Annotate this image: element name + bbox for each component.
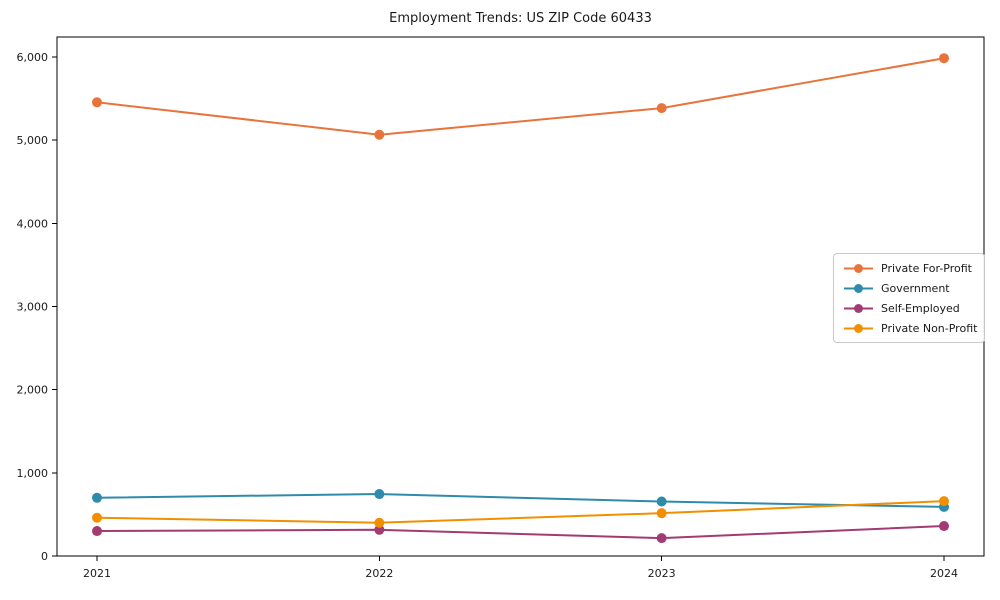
- data-point: [939, 53, 949, 64]
- data-point: [939, 521, 949, 532]
- legend-line-marker-icon: [844, 303, 873, 313]
- legend-label: Government: [881, 281, 950, 295]
- legend-item-private-non-profit: Private Non-Profit: [843, 322, 978, 335]
- legend-label: Private For-Profit: [881, 261, 972, 275]
- series-private-non-profit: [92, 496, 949, 528]
- y-tick-label: 3,000: [17, 300, 49, 313]
- x-tick-label: 2023: [648, 567, 676, 580]
- legend-item-government: Government: [843, 282, 978, 295]
- chart-legend: Private For-Profit Government Self-Employe…: [833, 253, 985, 343]
- legend-line-marker-icon: [844, 323, 873, 333]
- legend-line-marker-icon: [844, 263, 873, 273]
- data-point: [92, 97, 102, 108]
- legend-label: Self-Employed: [881, 301, 960, 315]
- legend-marker: [854, 323, 863, 333]
- legend-marker: [854, 263, 863, 273]
- data-point: [656, 496, 667, 507]
- x-axis: 2021 2022 2023 2024: [83, 556, 958, 580]
- chart-title: Employment Trends: US ZIP Code 60433: [389, 11, 652, 26]
- data-point: [374, 489, 385, 500]
- y-tick-label: 4,000: [17, 217, 49, 230]
- y-tick-label: 0: [41, 550, 48, 563]
- y-axis: 0 1,000 2,000 3,000 4,000 5,000 6,000: [17, 51, 57, 563]
- y-tick-label: 2,000: [17, 384, 49, 397]
- legend-line-marker-icon: [844, 283, 873, 293]
- series-self-employed: [92, 521, 949, 544]
- series-line: [96, 500, 945, 524]
- data-point: [374, 129, 385, 140]
- series-line: [96, 493, 945, 508]
- series-line: [96, 525, 945, 540]
- data-point: [92, 492, 102, 503]
- data-point: [939, 496, 949, 507]
- data-point: [374, 517, 385, 528]
- y-tick-label: 1,000: [17, 467, 49, 480]
- x-tick-label: 2022: [365, 567, 393, 580]
- y-tick-label: 5,000: [17, 134, 49, 147]
- legend-item-self-employed: Self-Employed: [843, 302, 978, 315]
- legend-item-private-for-profit: Private For-Profit: [843, 262, 978, 275]
- data-point: [656, 533, 667, 544]
- series-private-for-profit: [92, 53, 949, 140]
- x-tick-label: 2021: [83, 567, 111, 580]
- legend-marker: [854, 303, 863, 313]
- data-point: [92, 512, 102, 523]
- data-point: [656, 508, 667, 519]
- x-tick-label: 2024: [930, 567, 958, 580]
- series-line: [96, 57, 945, 136]
- legend-label: Private Non-Profit: [881, 321, 978, 335]
- y-tick-label: 6,000: [17, 51, 49, 64]
- data-point: [92, 526, 102, 537]
- legend-marker: [854, 283, 863, 293]
- data-point: [374, 524, 385, 535]
- data-point: [656, 103, 667, 114]
- series-government: [92, 489, 949, 512]
